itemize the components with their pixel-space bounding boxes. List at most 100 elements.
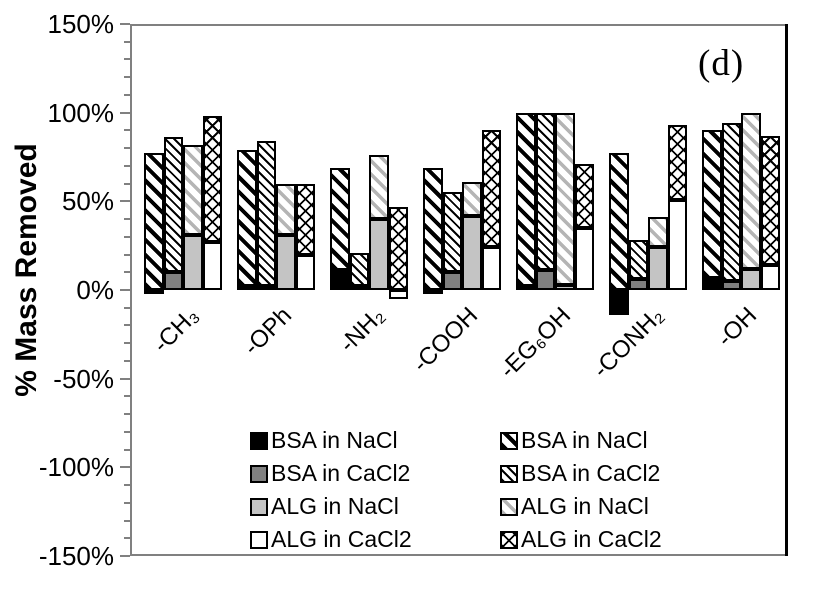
y-tick-minor bbox=[124, 58, 130, 61]
bar-segment-pattern bbox=[349, 252, 369, 287]
bar-group bbox=[702, 24, 780, 556]
y-tick-major bbox=[120, 111, 130, 114]
y-axis-title: % Mass Removed bbox=[10, 143, 43, 397]
legend-item: BSA in NaCl bbox=[500, 424, 662, 457]
legend-label: ALG in CaCl2 bbox=[271, 526, 412, 552]
bar-segment-pattern bbox=[295, 183, 315, 255]
y-axis-line bbox=[130, 24, 132, 556]
y-tick-major bbox=[120, 289, 130, 291]
bar-segment-solid bbox=[760, 265, 780, 290]
legend-label: BSA in NaCl bbox=[271, 427, 398, 453]
bar-segment-solid bbox=[609, 290, 629, 315]
y-tick-minor bbox=[124, 164, 130, 167]
y-tick-label: 0% bbox=[76, 275, 114, 305]
plot-border-top bbox=[130, 24, 788, 26]
bar-segment-solid bbox=[741, 268, 761, 290]
y-tick-minor bbox=[124, 271, 130, 274]
legend-swatch-white bbox=[250, 530, 268, 549]
y-tick-minor bbox=[124, 342, 130, 345]
bar-segment-solid bbox=[183, 235, 203, 290]
bar-segment-solid bbox=[648, 247, 668, 290]
legend-swatch-black bbox=[250, 431, 268, 450]
bar-segment-pattern bbox=[369, 155, 389, 220]
y-tick-minor bbox=[124, 306, 130, 309]
bar-segment-solid bbox=[702, 277, 722, 290]
bar-group bbox=[144, 24, 222, 556]
bar-segment-pattern bbox=[574, 164, 594, 228]
legend-label: ALG in NaCl bbox=[521, 493, 649, 519]
plot-area: (d) -CH₃ -OPh -NH₂ -COOH -EG₆OH -CONH₂ -OH BSA… bbox=[130, 24, 788, 556]
y-tick-label: -50% bbox=[53, 363, 114, 394]
bar-segment-solid bbox=[276, 235, 296, 290]
legend-item: BSA in CaCl2 bbox=[250, 457, 412, 490]
bar-group bbox=[516, 24, 594, 556]
bar-segment-solid bbox=[442, 272, 462, 290]
y-tick-minor bbox=[124, 182, 130, 185]
bar-segment-solid bbox=[237, 286, 257, 291]
y-tick-label: 100% bbox=[47, 97, 115, 128]
legend-column-solid: BSA in NaCl BSA in CaCl2 ALG in NaCl ALG in… bbox=[250, 424, 412, 556]
bar-segment-solid bbox=[574, 227, 594, 290]
bar-segment-pattern bbox=[702, 130, 722, 278]
y-tick-major bbox=[120, 23, 130, 25]
bar-segment-solid bbox=[388, 290, 408, 299]
legend-swatch-cross bbox=[500, 530, 518, 549]
y-tick-minor bbox=[124, 537, 130, 540]
bar-segment-solid bbox=[628, 279, 648, 290]
y-tick-minor bbox=[124, 430, 130, 433]
bar-segment-pattern bbox=[535, 112, 555, 271]
bar-segment-solid bbox=[667, 199, 687, 290]
y-tick-major bbox=[120, 555, 130, 557]
bar-segment-pattern bbox=[609, 153, 629, 290]
y-tick-minor bbox=[124, 359, 130, 362]
bar-segment-pattern bbox=[721, 123, 741, 282]
y-tick-minor bbox=[124, 519, 130, 522]
legend-swatch-darkgray bbox=[250, 464, 268, 483]
legend-item: ALG in NaCl bbox=[250, 490, 412, 523]
y-tick-minor bbox=[124, 76, 130, 79]
bar-segment-solid bbox=[163, 272, 183, 290]
bar-segment-pattern bbox=[202, 116, 222, 243]
legend-item: BSA in NaCl bbox=[250, 424, 412, 457]
panel-label: (d) bbox=[698, 43, 745, 84]
bar-segment-solid bbox=[330, 270, 350, 290]
legend-label: ALG in NaCl bbox=[271, 493, 399, 519]
bar-segment-solid bbox=[462, 215, 482, 290]
y-tick-minor bbox=[124, 129, 130, 132]
y-tick-minor bbox=[124, 235, 130, 238]
bar-segment-pattern bbox=[741, 112, 761, 269]
bar-group bbox=[423, 24, 501, 556]
bar-segment-pattern bbox=[628, 240, 648, 280]
y-tick-minor bbox=[124, 147, 130, 150]
bar-segment-pattern bbox=[481, 130, 501, 248]
bar-segment-pattern bbox=[256, 141, 276, 287]
bar-group bbox=[330, 24, 408, 556]
y-tick-minor bbox=[124, 484, 130, 487]
bar-segment-solid bbox=[423, 290, 443, 294]
bar-segment-pattern bbox=[760, 135, 780, 266]
bar-segment-pattern bbox=[667, 125, 687, 200]
plot-border-right bbox=[785, 24, 788, 556]
bar-segment-pattern bbox=[462, 181, 482, 216]
legend-swatch-lightgray bbox=[250, 497, 268, 516]
legend-swatch-diag-fine bbox=[500, 464, 518, 483]
bar-segment-solid bbox=[144, 290, 164, 294]
legend-item: BSA in CaCl2 bbox=[500, 457, 662, 490]
bar-segment-pattern bbox=[330, 167, 350, 271]
y-tick-minor bbox=[124, 501, 130, 504]
plot-border-bottom bbox=[130, 554, 788, 556]
bar-segment-solid bbox=[256, 286, 276, 291]
legend-item: ALG in CaCl2 bbox=[250, 523, 412, 556]
bar-segment-pattern bbox=[237, 149, 257, 287]
legend: BSA in NaCl BSA in CaCl2 ALG in NaCl ALG in… bbox=[130, 424, 788, 556]
y-tick-minor bbox=[124, 395, 130, 398]
legend-item: ALG in NaCl bbox=[500, 490, 662, 523]
legend-label: ALG in CaCl2 bbox=[521, 526, 662, 552]
bar-segment-pattern bbox=[144, 153, 164, 290]
bar-segment-pattern bbox=[183, 144, 203, 236]
bar-segment-pattern bbox=[555, 112, 575, 285]
legend-label: BSA in CaCl2 bbox=[521, 460, 661, 486]
bar-segment-solid bbox=[721, 281, 741, 290]
bar-group bbox=[609, 24, 687, 556]
y-tick-major bbox=[120, 377, 130, 380]
